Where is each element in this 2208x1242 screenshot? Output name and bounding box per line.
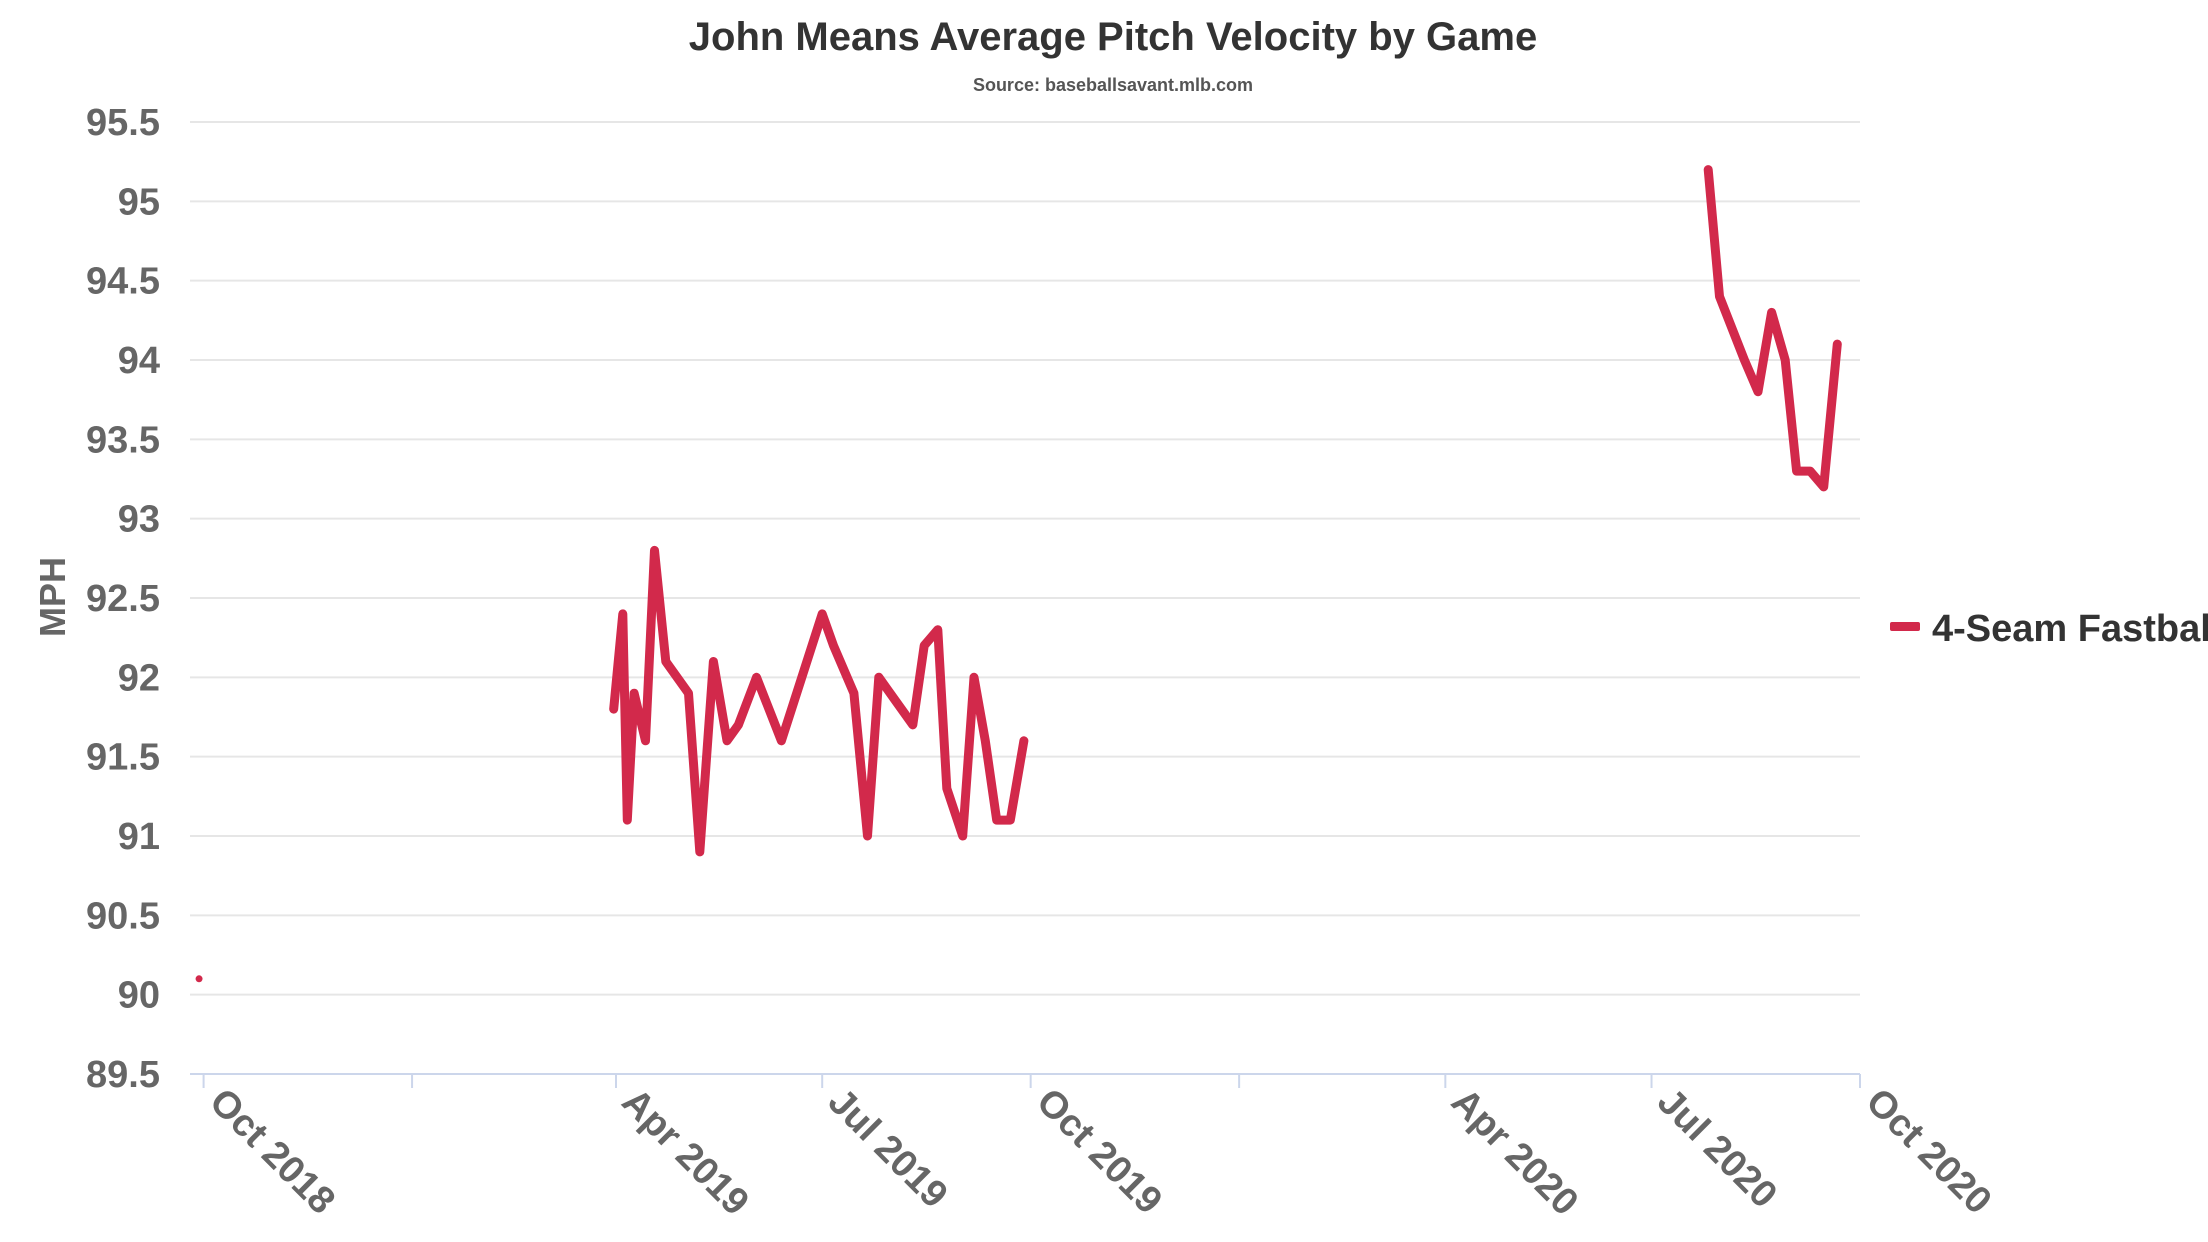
y-tick-label: 91 (118, 816, 160, 858)
grid-lines (190, 121, 1860, 996)
x-tick-label: Apr 2020 (1443, 1081, 1586, 1224)
chart-subtitle: Source: baseballsavant.mlb.com (973, 75, 1253, 95)
y-tick-label: 93 (118, 499, 160, 541)
x-tick-label: Oct 2020 (1858, 1081, 2000, 1223)
y-tick-label: 95 (118, 181, 160, 223)
series-line (1703, 165, 1842, 492)
series-line (609, 545, 1029, 857)
y-tick-label: 94.5 (86, 261, 160, 303)
series-layer (195, 165, 1842, 983)
y-tick-label: 90 (118, 975, 160, 1017)
y-tick-label: 92.5 (86, 578, 160, 620)
x-axis: Oct 2018 Apr 2019 Jul 2019 Oct 2019 Apr 2020… (190, 1073, 2000, 1224)
y-tick-label: 93.5 (86, 419, 160, 461)
y-tick-label: 89.5 (86, 1054, 160, 1096)
y-tick-label: 91.5 (86, 737, 160, 779)
y-tick-label: 92 (118, 657, 160, 699)
legend-swatch (1890, 622, 1920, 631)
x-tick-label: Oct 2019 (1028, 1081, 1170, 1223)
y-axis-label: MPH (32, 557, 73, 637)
y-axis-ticks: 95.5 95 94.5 94 93.5 93 92.5 92 91.5 91 90.5 90 89.5 (86, 102, 160, 1096)
legend-label[interactable]: 4-Seam Fastball (1932, 608, 2208, 650)
x-tick-label: Jul 2020 (1649, 1081, 1785, 1217)
y-tick-label: 95.5 (86, 102, 160, 144)
y-tick-label: 90.5 (86, 895, 160, 937)
chart-title: John Means Average Pitch Velocity by Gam… (689, 15, 1537, 59)
data-point (195, 975, 203, 983)
x-tick-label: Jul 2019 (820, 1081, 956, 1217)
y-tick-label: 94 (118, 340, 160, 382)
x-tick-label: Oct 2018 (201, 1081, 343, 1223)
legend[interactable]: 4-Seam Fastball (1890, 608, 2208, 650)
x-tick-label: Apr 2019 (614, 1081, 757, 1224)
